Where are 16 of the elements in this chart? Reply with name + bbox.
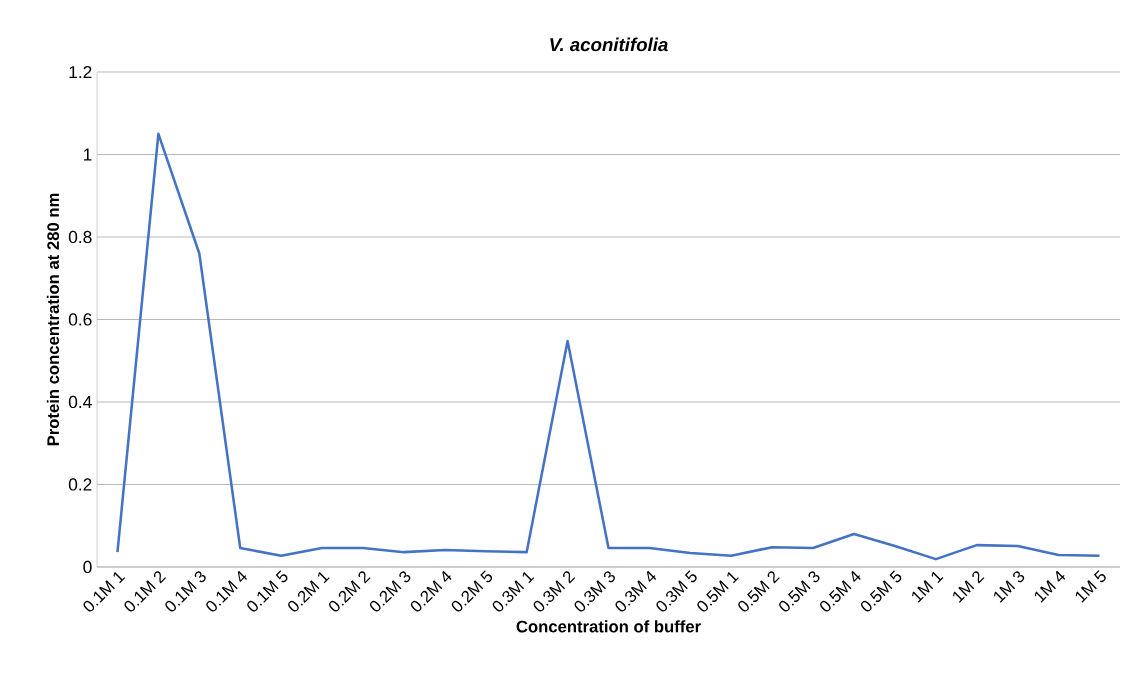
y-axis-title: Protein concentration at 280 nm (46, 193, 60, 446)
y-tick-label: 0.6 (68, 313, 92, 326)
x-tick-label: 1M 4 (1034, 570, 1066, 603)
y-tick-label: 0 (83, 560, 92, 574)
line-series (116, 132, 1101, 561)
y-tick-label: 0.4 (68, 395, 92, 409)
y-tick-label: 0.8 (68, 230, 92, 244)
y-tick-label: 0.2 (68, 478, 92, 491)
x-tick-label: 1M 3 (994, 571, 1025, 603)
chart-title: V. aconitifolia (550, 37, 668, 52)
x-tick-label: 1M 5 (1075, 570, 1106, 603)
y-tick-label: 1 (83, 148, 92, 161)
x-axis-title: Concentration of buffer (516, 620, 701, 633)
x-tick-label: 1M 2 (953, 571, 985, 603)
x-tick-label: 1M 1 (912, 571, 944, 603)
y-tick-label: 1.2 (69, 65, 92, 79)
